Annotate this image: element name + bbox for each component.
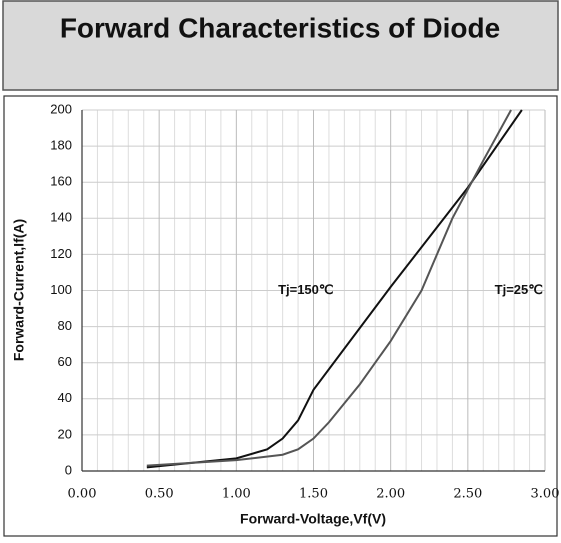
x-tick-label: 0.50 [145, 487, 174, 502]
x-tick-label: 1.00 [222, 487, 251, 502]
x-tick-label: 2.50 [453, 487, 482, 502]
x-tick-label: 0.00 [68, 487, 97, 502]
y-tick-label: 80 [58, 318, 72, 333]
chart-title: Forward Characteristics of Diode [60, 12, 500, 43]
y-tick-label: 180 [50, 138, 72, 153]
y-tick-label: 120 [50, 246, 72, 261]
title-box [2, 0, 559, 91]
x-tick-label: 1.50 [299, 487, 328, 502]
series-label: Tj=150℃ [278, 282, 333, 297]
y-axis-label: Forward-Current,If(A) [11, 219, 27, 361]
y-tick-label: 200 [50, 101, 72, 116]
series-line [146, 109, 523, 469]
series-label: Tj=25℃ [495, 282, 543, 297]
x-axis-label: Forward-Voltage,Vf(V) [240, 511, 386, 527]
x-tick-label: 2.00 [376, 487, 405, 502]
x-tick-label: 3.00 [531, 487, 560, 502]
y-tick-label: 140 [50, 210, 72, 225]
y-tick-label: 160 [50, 174, 72, 189]
y-tick-label: 60 [58, 354, 72, 369]
y-tick-label: 20 [58, 426, 72, 441]
y-tick-label: 40 [58, 390, 72, 405]
chart-box [3, 95, 558, 537]
y-tick-label: 100 [50, 282, 72, 297]
y-tick-label: 0 [65, 462, 72, 477]
series-line [146, 109, 512, 467]
